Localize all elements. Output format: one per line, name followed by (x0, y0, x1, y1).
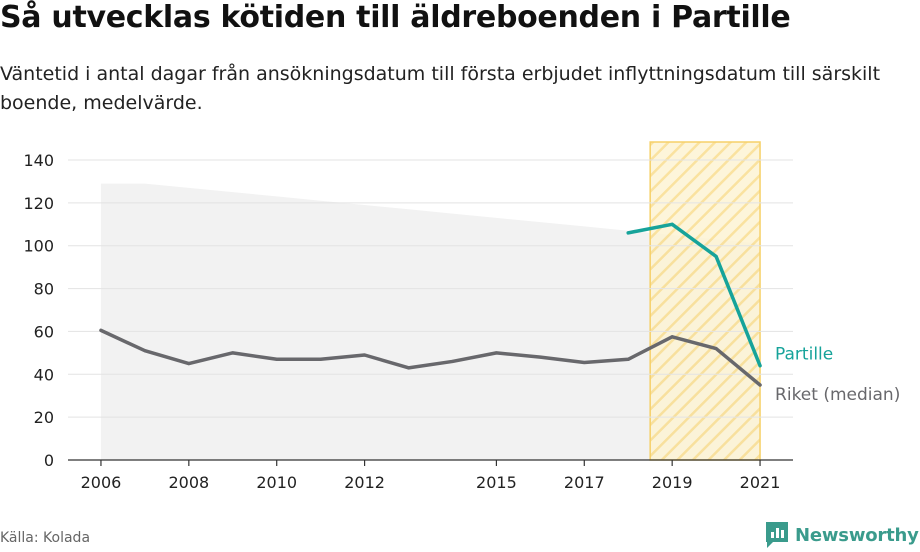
y-tick-label: 140 (23, 151, 54, 170)
data-point-riket (363, 353, 367, 357)
highlight-period (649, 141, 761, 461)
data-point-riket (626, 357, 630, 361)
data-point-partille (714, 254, 718, 258)
x-tick-label: 2012 (344, 473, 385, 492)
y-tick-label: 0 (44, 451, 54, 470)
data-point-riket (494, 351, 498, 355)
series-label-riket: Riket (median) (775, 385, 900, 405)
data-point-riket (187, 362, 191, 366)
y-tick-label: 60 (34, 322, 54, 341)
y-tick-label: 80 (34, 280, 54, 299)
data-point-riket (714, 347, 718, 351)
chart-subtitle: Väntetid i antal dagar från ansökningsda… (0, 63, 881, 114)
data-point-riket (143, 349, 147, 353)
series-label-partille: Partille (775, 345, 833, 365)
y-tick-label: 40 (34, 365, 54, 384)
range-band (100, 183, 761, 461)
y-tick-label: 20 (34, 408, 54, 427)
data-point-partille (758, 364, 762, 368)
data-point-riket (319, 357, 323, 361)
data-point-riket (275, 357, 279, 361)
data-point-riket (582, 361, 586, 364)
series-line-partille (626, 222, 762, 368)
x-tick-label: 2006 (81, 473, 122, 492)
x-tick-label: 2021 (740, 473, 781, 492)
brand-name: Newsworthy (795, 524, 919, 546)
chart-title: Så utvecklas kötiden till äldreboenden i… (0, 0, 791, 35)
y-tick-label: 120 (23, 194, 54, 213)
x-tick-label: 2015 (476, 473, 517, 492)
newsworthy-logo-icon (766, 522, 788, 548)
x-tick-label: 2017 (564, 473, 605, 492)
source-note: Källa: Kolada (0, 530, 91, 546)
x-tick-label: 2008 (168, 473, 209, 492)
data-point-riket (538, 355, 542, 359)
x-tick-label: 2019 (652, 473, 693, 492)
data-point-partille (670, 222, 674, 226)
series-line-riket (99, 328, 762, 387)
data-point-riket (450, 359, 454, 363)
data-point-partille (626, 231, 630, 235)
newsworthy-brand: Newsworthy (764, 520, 919, 550)
data-point-riket (407, 366, 411, 370)
data-point-riket (231, 351, 235, 355)
x-tick-label: 2010 (256, 473, 297, 492)
data-point-riket (99, 328, 103, 332)
data-point-riket (670, 335, 674, 339)
y-tick-label: 100 (23, 237, 54, 256)
data-point-riket (758, 383, 762, 387)
